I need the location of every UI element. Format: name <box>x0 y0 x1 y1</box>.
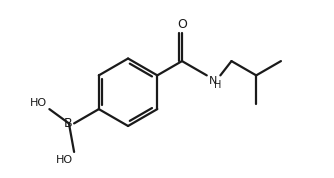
Text: N: N <box>209 76 217 86</box>
Text: O: O <box>177 18 187 31</box>
Text: HO: HO <box>56 155 73 164</box>
Text: HO: HO <box>30 98 47 108</box>
Text: B: B <box>64 117 73 130</box>
Text: H: H <box>214 80 221 90</box>
